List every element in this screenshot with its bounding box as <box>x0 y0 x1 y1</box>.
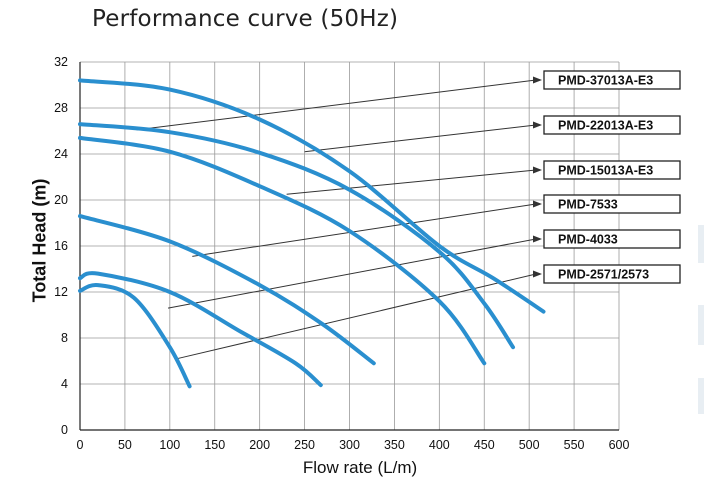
x-tick-label: 600 <box>609 438 630 452</box>
y-tick-label: 12 <box>54 285 68 299</box>
series-label-box <box>543 229 681 249</box>
x-tick-label: 450 <box>474 438 495 452</box>
leader-line <box>167 238 537 309</box>
x-tick-label: 0 <box>77 438 84 452</box>
series-line-pmd-7533 <box>78 214 376 366</box>
x-tick-label: 150 <box>204 438 225 452</box>
series-label-box <box>543 70 681 90</box>
series-line-pmd-37013a-e3 <box>78 78 546 314</box>
edge-decoration <box>698 305 704 345</box>
y-tick-label: 28 <box>54 101 68 115</box>
series-label-box <box>543 194 681 214</box>
series-label: PMD-2571/2573 <box>558 268 649 282</box>
edge-decoration <box>698 378 704 414</box>
series-label: PMD-4033 <box>558 233 618 247</box>
chart-title: Performance curve (50Hz) <box>92 6 399 32</box>
x-tick-label: 350 <box>384 438 405 452</box>
y-tick-label: 20 <box>54 193 68 207</box>
series-line-pmd-22013a-e3 <box>78 122 515 350</box>
x-tick-label: 200 <box>249 438 270 452</box>
edge-decoration <box>698 225 704 263</box>
x-tick-label: 100 <box>159 438 180 452</box>
y-tick-label: 4 <box>61 377 68 391</box>
series-label: PMD-7533 <box>558 198 618 212</box>
x-tick-label: 400 <box>429 438 450 452</box>
series-label-box <box>543 264 681 284</box>
leader-arrowhead <box>533 121 542 129</box>
y-tick-label: 32 <box>54 55 68 69</box>
x-tick-label: 550 <box>564 438 585 452</box>
series-label: PMD-37013A-E3 <box>558 74 653 88</box>
series-line-pmd-15013a-e3 <box>78 135 487 366</box>
series-label-box <box>543 115 681 135</box>
leader-line <box>304 124 537 153</box>
y-tick-label: 0 <box>61 423 68 437</box>
leader-arrowhead <box>533 270 542 278</box>
x-tick-label: 250 <box>294 438 315 452</box>
leader-arrowhead <box>533 166 542 174</box>
y-tick-label: 8 <box>61 331 68 345</box>
x-axis-label: Flow rate (L/m) <box>302 458 418 477</box>
y-tick-label: 24 <box>54 147 68 161</box>
x-tick-label: 500 <box>519 438 540 452</box>
leader-arrowhead <box>533 76 542 84</box>
x-tick-label: 300 <box>339 438 360 452</box>
x-tick-label: 50 <box>118 438 132 452</box>
leader-arrowhead <box>533 235 542 243</box>
leader-line <box>136 79 537 131</box>
series-line-pmd-4033 <box>78 271 323 388</box>
series-label: PMD-15013A-E3 <box>558 164 653 178</box>
leader-arrowhead <box>533 200 542 208</box>
y-tick-label: 16 <box>54 239 68 253</box>
leader-line <box>286 169 537 195</box>
series-label: PMD-22013A-E3 <box>558 119 653 133</box>
leader-line <box>176 273 537 360</box>
series-line-pmd-2571-2573 <box>78 282 192 389</box>
series-label-box <box>543 160 681 180</box>
leader-line <box>192 203 537 257</box>
